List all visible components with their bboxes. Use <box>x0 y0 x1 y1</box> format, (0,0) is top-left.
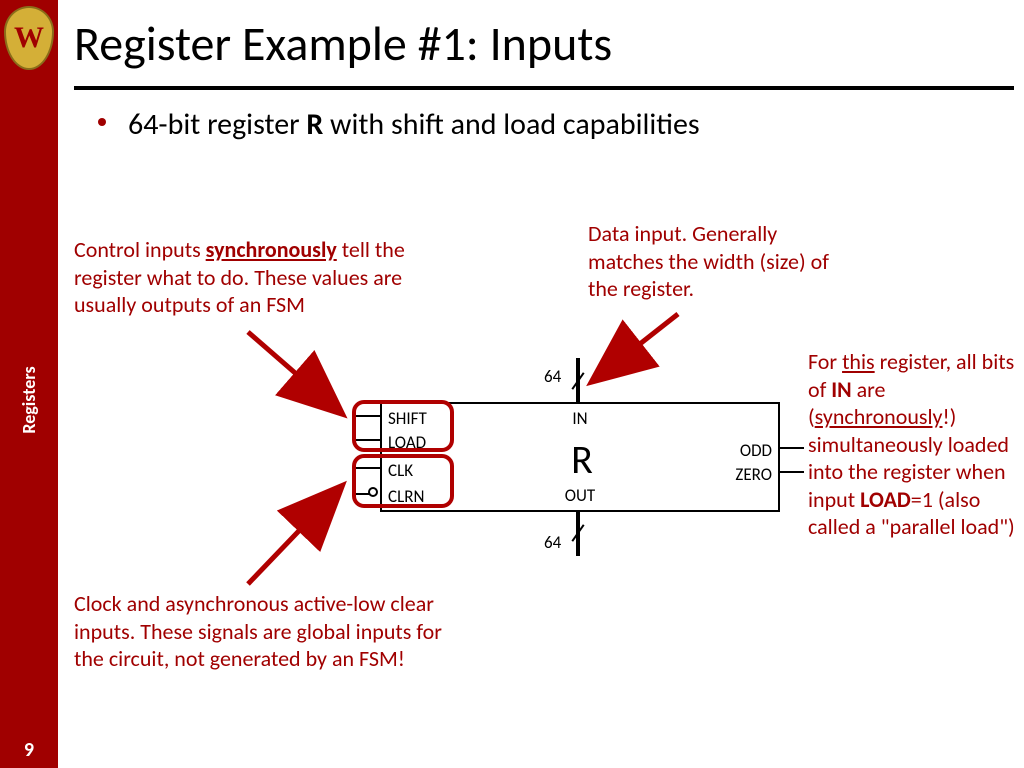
university-crest: W <box>4 6 54 70</box>
title-underline <box>74 86 1014 90</box>
port-zero: ZERO <box>735 464 772 485</box>
annotation-control-inputs: Control inputs synchronously tell the re… <box>74 236 444 319</box>
wire-zero <box>780 471 804 473</box>
bus-width-out: 64 <box>544 532 561 553</box>
page-number: 9 <box>0 738 58 762</box>
bullet-dot-icon <box>98 118 106 126</box>
slide-title: Register Example #1: Inputs <box>74 14 612 73</box>
annotation-clock-clear: Clock and asynchronous active-low clear … <box>74 590 444 673</box>
bullet-text: 64-bit register R with shift and load ca… <box>128 106 700 143</box>
highlight-clk-clrn <box>352 454 454 508</box>
section-label: Registers <box>18 366 40 433</box>
annotation-load-behavior: For this register, all bits of IN are (s… <box>808 348 1018 541</box>
highlight-control-inputs <box>352 400 454 452</box>
bullet-item: 64-bit register R with shift and load ca… <box>98 106 700 143</box>
sidebar: W Registers 9 <box>0 0 58 768</box>
crest-letter: W <box>14 21 44 55</box>
port-odd: ODD <box>740 440 772 461</box>
annotation-data-input: Data input. Generally matches the width … <box>588 220 848 303</box>
register-diagram: 64 64 R SHIFT LOAD CLK CLRN IN OUT ODD Z… <box>328 380 788 540</box>
bus-width-in: 64 <box>544 366 561 387</box>
slide-content: Register Example #1: Inputs 64-bit regis… <box>58 0 1024 768</box>
wire-odd <box>780 447 804 449</box>
